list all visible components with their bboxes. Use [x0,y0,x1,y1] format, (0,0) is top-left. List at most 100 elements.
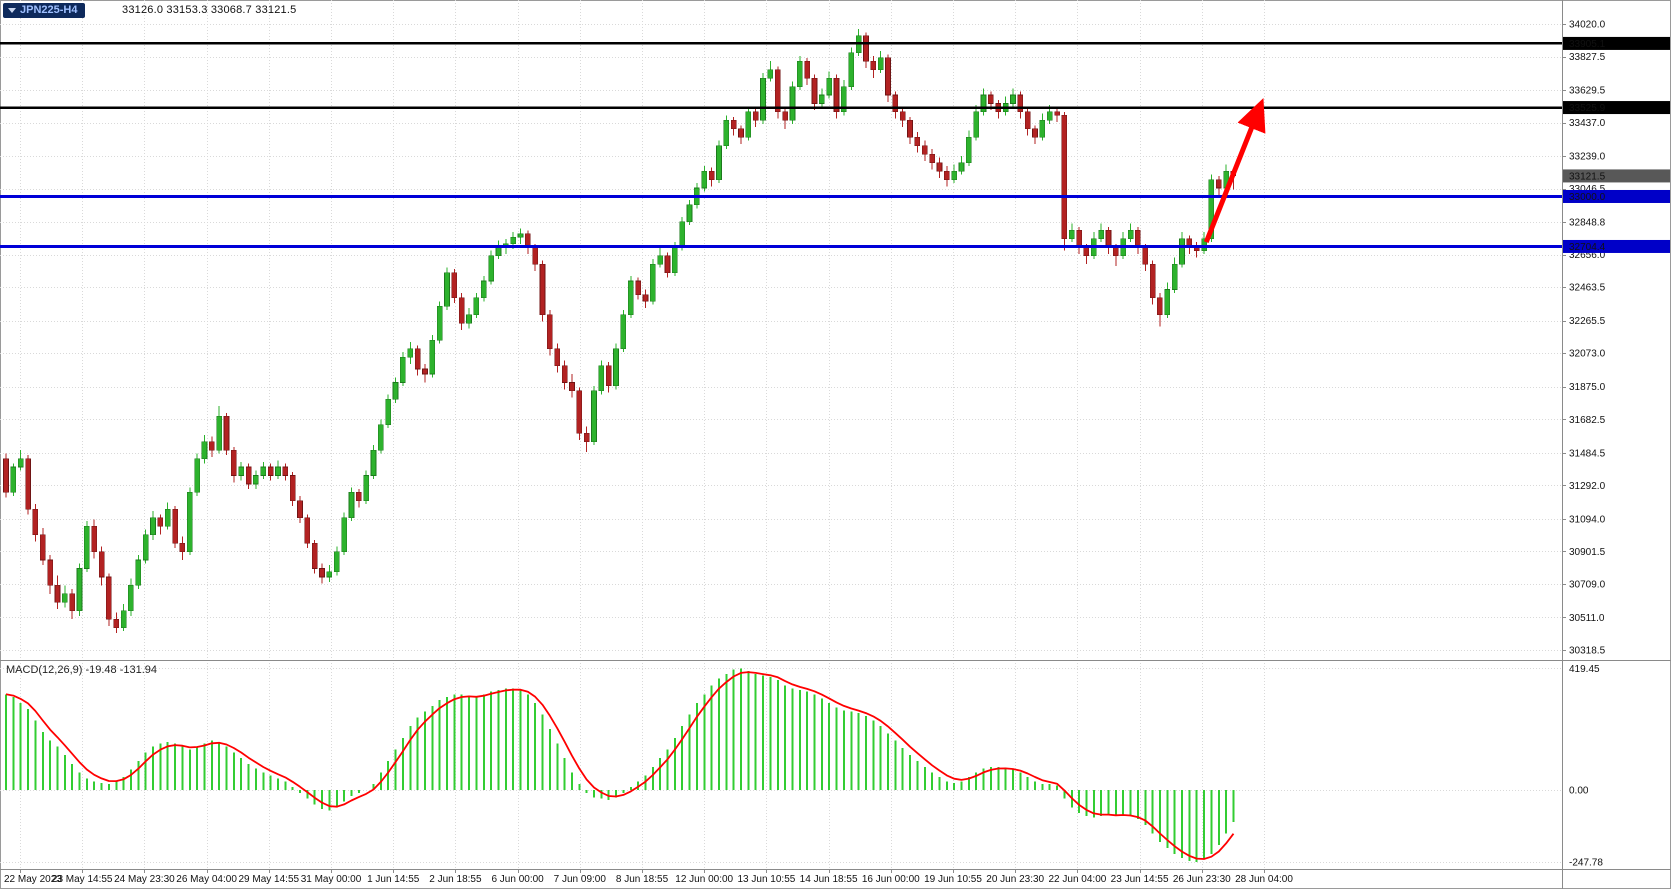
candle-body [1142,246,1149,265]
candle-body [649,263,656,302]
candle-body [54,585,61,603]
candle-body [547,314,553,349]
candle-body [988,94,994,104]
price-axis-label: 30709.0 [1569,579,1606,590]
candle-body [400,356,406,383]
candle-body [591,390,597,442]
candlestick-series [3,29,1237,633]
candle-body [223,416,230,451]
candle-body [106,576,112,620]
candle-body [1164,289,1171,316]
candle-body [1201,238,1207,251]
candle-body [385,399,392,426]
candle-body [635,280,641,295]
candle-body [47,559,53,586]
candle-body [488,255,494,282]
time-axis-label: 19 Jun 10:55 [924,874,982,885]
candle-body [1039,120,1046,138]
candle-body [1010,94,1016,104]
price-axis-label: 32848.8 [1569,218,1606,229]
candle-body [128,585,134,612]
candle-body [664,255,671,273]
price-axis-label: 32656.0 [1569,250,1606,261]
candle-body [429,339,436,375]
symbol-label: JPN225-H4 [20,4,78,16]
candle-body [414,348,421,370]
candle-body [1024,111,1031,130]
price-badge-value: 33121.5 [1569,171,1606,182]
candle-body [899,111,906,121]
symbol-chip[interactable]: JPN225-H4 [3,3,86,18]
trend-arrow-annotation[interactable] [1203,97,1266,244]
candle-body [172,509,178,544]
macd-histogram [5,668,1235,862]
price-axis-label: 31484.5 [1569,448,1606,459]
candle-body [355,492,362,502]
candle-body [326,571,333,578]
price-badge-value: 33905.1 [1569,39,1606,50]
candle-body [201,441,208,459]
candle-body [10,466,17,493]
candle-body [980,94,987,113]
candle-body [363,475,369,502]
candle-body [407,348,414,358]
candle-body [297,500,303,519]
candle-body [532,246,539,265]
candle-body [811,77,818,104]
price-badge-value: 33000.0 [1569,192,1606,203]
candle-body [841,86,847,113]
price-axis-label: 30318.5 [1569,645,1606,656]
price-badge-blue [1563,239,1670,253]
candle-body [25,458,31,510]
candle-body [627,280,634,316]
candle-body [907,120,913,138]
candle-body [473,297,480,316]
candle-body [605,365,612,387]
candle-body [752,111,759,121]
candle-body [539,263,546,316]
time-axis-label: 22 May 2023 [4,874,62,885]
candle-body [510,236,516,245]
candle-body [760,77,766,121]
candle-body [958,162,965,172]
candle-body [819,94,825,104]
time-axis-label: 1 Jun 14:55 [367,874,420,885]
time-axis-label: 13 Jun 10:55 [737,874,795,885]
price-axis[interactable]: 34020.0 33827.5 33629.5 33437.0 33239.0 33046… [1569,20,1606,869]
time-axis-label: 20 Jun 23:30 [986,874,1044,885]
candle-body [701,170,708,189]
candle-body [804,60,810,79]
grid [0,0,1562,869]
macd-indicator-label: MACD(12,26,9) -19.48 -131.94 [6,664,158,676]
candle-body [973,111,980,138]
candle-body [1032,128,1038,138]
price-badges: 33905.1 33525.9 33121.5 33000.0 32704.4 [1563,36,1670,253]
candle-body [914,136,921,147]
candle-body [1076,230,1082,248]
candle-body [378,424,384,451]
candle-body [319,568,325,578]
candle-body [1054,111,1060,116]
candle-body [745,111,752,138]
candle-body [142,534,149,561]
candle-body [17,458,24,468]
candle-body [517,233,524,238]
candle-body [289,475,296,502]
time-axis-label: 23 May 14:55 [52,874,113,885]
candle-body [194,458,200,493]
time-axis-label: 28 Jun 04:00 [1235,874,1293,885]
candle-body [216,416,222,451]
candle-body [1113,246,1119,256]
candle-body [157,517,164,527]
candle-body [304,517,311,544]
time-axis-label: 8 Jun 18:55 [616,874,669,885]
candle-body [833,77,840,113]
candle-body [576,390,583,434]
candle-body [422,368,428,375]
candle-body [774,69,781,113]
macd-axis-label: -247.78 [1569,857,1603,868]
